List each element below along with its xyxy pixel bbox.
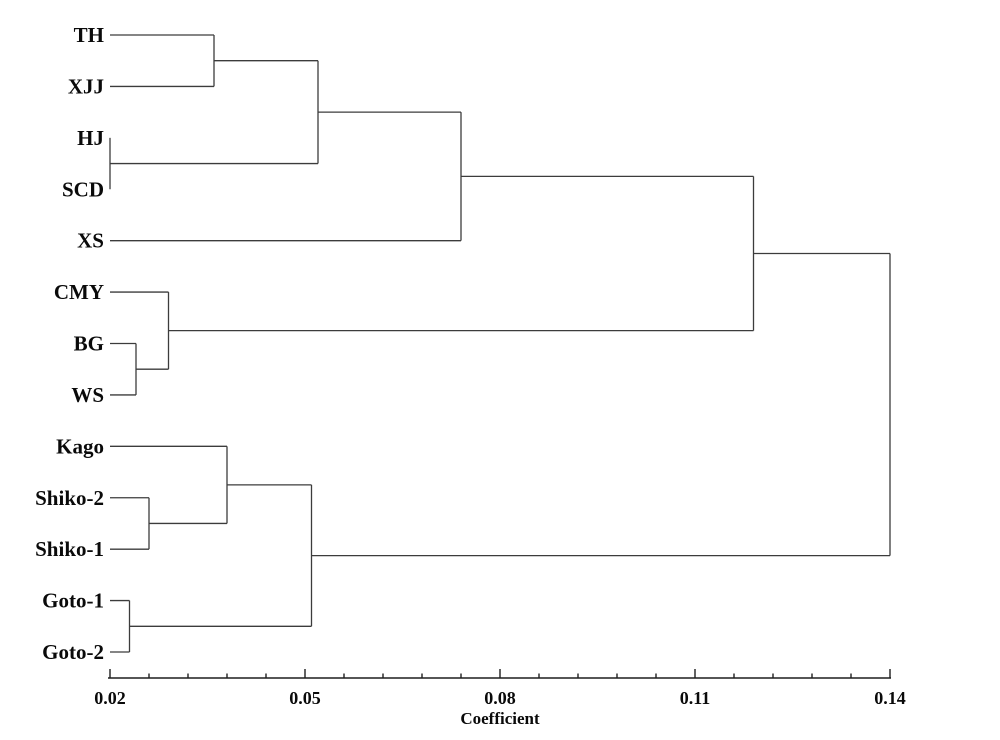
leaf-label-goto-2: Goto-2 [42,640,104,664]
leaf-label-ws: WS [71,383,104,407]
leaf-label-scd: SCD [62,177,104,201]
leaf-label-shiko-1: Shiko-1 [35,537,104,561]
x-tick-label: 0.14 [874,688,906,708]
leaf-label-bg: BG [74,332,104,356]
leaf-label-xs: XS [77,229,104,253]
leaf-label-th: TH [74,23,104,47]
leaf-label-hj: HJ [77,126,104,150]
x-tick-label: 0.02 [94,688,126,708]
x-tick-label: 0.05 [289,688,321,708]
leaf-label-goto-1: Goto-1 [42,589,104,613]
x-tick-label: 0.08 [484,688,516,708]
leaf-label-kago: Kago [56,434,104,458]
leaf-label-xjj: XJJ [68,74,104,98]
leaf-label-cmy: CMY [54,280,104,304]
leaf-label-shiko-2: Shiko-2 [35,486,104,510]
x-tick-label: 0.11 [680,688,711,708]
x-axis-title: Coefficient [460,709,540,728]
